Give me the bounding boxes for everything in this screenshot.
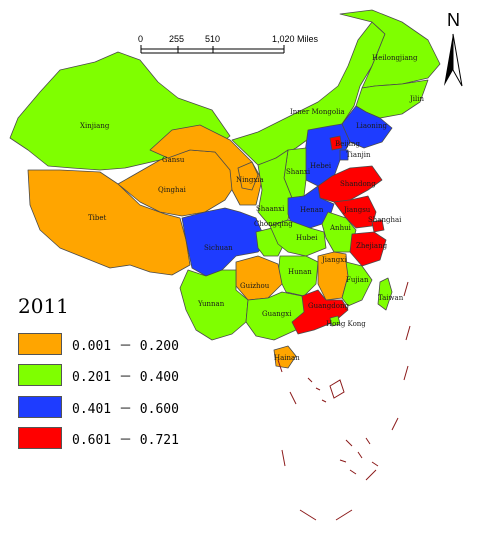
scale-tick-255: 255 xyxy=(169,34,184,44)
label-jiangxi: Jiangxi xyxy=(321,256,347,264)
label-jiangsu: Jiangsu xyxy=(343,206,371,214)
label-anhui: Anhui xyxy=(329,224,352,232)
legend-item-class-2: 0.201 － 0.400 xyxy=(18,364,179,386)
north-arrow: N xyxy=(444,10,463,87)
label-shandong: Shandong xyxy=(340,180,376,188)
label-guangdong: Guangdong xyxy=(308,302,349,310)
label-guangxi: Guangxi xyxy=(262,310,292,318)
legend-swatch xyxy=(18,427,62,449)
region-tibet xyxy=(27,169,191,276)
boundary-dash xyxy=(405,325,411,341)
north-arrow-letter: N xyxy=(447,10,460,30)
region-beijing xyxy=(329,135,343,151)
label-hebei: Hebei xyxy=(310,162,332,170)
island-group xyxy=(339,437,379,475)
label-beijing: Beijing xyxy=(335,140,360,148)
label-hubei: Hubei xyxy=(296,234,318,242)
region-taiwan xyxy=(377,277,393,311)
region-shandong xyxy=(317,165,383,203)
legend-item-class-4: 0.601 － 0.721 xyxy=(18,427,179,449)
boundary-dash xyxy=(281,449,286,467)
legend-swatch xyxy=(18,333,62,355)
province-labels: Xinjiang Tibet Qinghai Gansu Inner Mongo… xyxy=(80,54,425,362)
label-shanghai: Shanghai xyxy=(368,216,402,224)
legend-swatch xyxy=(18,364,62,386)
label-hainan: Hainan xyxy=(274,354,300,362)
label-tibet: Tibet xyxy=(88,214,107,222)
island-group xyxy=(329,379,345,399)
boundary-dash xyxy=(391,417,399,431)
label-chongqing: Chongqing xyxy=(254,220,293,228)
scale-tick-0: 0 xyxy=(138,34,143,44)
label-heilongjiang: Heilongjiang xyxy=(372,54,418,62)
north-arrow-right-half xyxy=(452,33,463,87)
legend-swatch xyxy=(18,396,62,418)
legend-title: 2011 xyxy=(18,294,69,318)
label-tianjin: Tianjin xyxy=(346,151,371,159)
label-fujian: Fujian xyxy=(346,276,369,284)
boundary-dash xyxy=(277,359,283,373)
label-ningxia: Ningxia xyxy=(236,176,264,184)
label-liaoning: Liaoning xyxy=(356,122,388,130)
label-zhejiang: Zhejiang xyxy=(356,242,388,250)
label-jilin: Jilin xyxy=(409,95,425,103)
south-china-sea-islands xyxy=(277,281,411,521)
label-xinjiang: Xinjiang xyxy=(80,122,110,130)
label-hong-kong: Hong Kong xyxy=(326,320,366,328)
legend-label: 0.401 － 0.600 xyxy=(72,401,179,417)
label-shanxi: Shanxi xyxy=(286,168,311,176)
island-group xyxy=(307,377,327,403)
label-yunnan: Yunnan xyxy=(197,300,225,308)
legend-label: 0.201 － 0.400 xyxy=(72,369,179,385)
region-guizhou xyxy=(235,255,283,301)
label-gansu: Gansu xyxy=(162,156,185,164)
region-zhejiang xyxy=(349,231,387,267)
region-hubei xyxy=(269,219,327,257)
label-sichuan: Sichuan xyxy=(204,244,233,252)
region-gansu xyxy=(149,124,263,206)
scale-tick-1020: 1,020 Miles xyxy=(272,34,319,44)
boundary-dash xyxy=(365,469,377,481)
boundary-dash xyxy=(403,365,409,381)
region-liaoning xyxy=(341,105,393,149)
boundary-dash xyxy=(335,509,353,521)
legend-item-class-1: 0.001 － 0.200 xyxy=(18,333,179,355)
boundary-dash xyxy=(289,391,297,405)
region-hainan xyxy=(273,345,297,369)
region-hong-kong xyxy=(329,315,341,327)
province-layer xyxy=(9,9,441,369)
scale-bar: 0 255 510 1,020 Miles xyxy=(138,34,319,54)
region-hunan xyxy=(277,255,319,297)
north-arrow-left-half xyxy=(444,34,453,86)
region-fujian xyxy=(341,261,373,307)
boundary-dash xyxy=(299,509,317,521)
label-taiwan: Taiwan xyxy=(378,294,404,302)
region-anhui xyxy=(321,211,357,253)
label-inner-mongolia: Inner Mongolia xyxy=(290,108,345,116)
boundary-dash xyxy=(403,281,409,297)
label-hunan: Hunan xyxy=(288,268,312,276)
label-guizhou: Guizhou xyxy=(240,282,270,290)
label-henan: Henan xyxy=(300,206,324,214)
label-shaanxi: Shaanxi xyxy=(256,205,285,213)
label-qinghai: Qinghai xyxy=(158,186,187,194)
legend-label: 0.001 － 0.200 xyxy=(72,338,179,354)
scale-tick-510: 510 xyxy=(205,34,220,44)
region-shanghai xyxy=(371,219,385,233)
legend-item-class-3: 0.401 － 0.600 xyxy=(18,396,179,418)
region-ningxia xyxy=(237,161,259,191)
region-tianjin xyxy=(339,149,349,161)
legend-label: 0.601 － 0.721 xyxy=(72,432,179,448)
